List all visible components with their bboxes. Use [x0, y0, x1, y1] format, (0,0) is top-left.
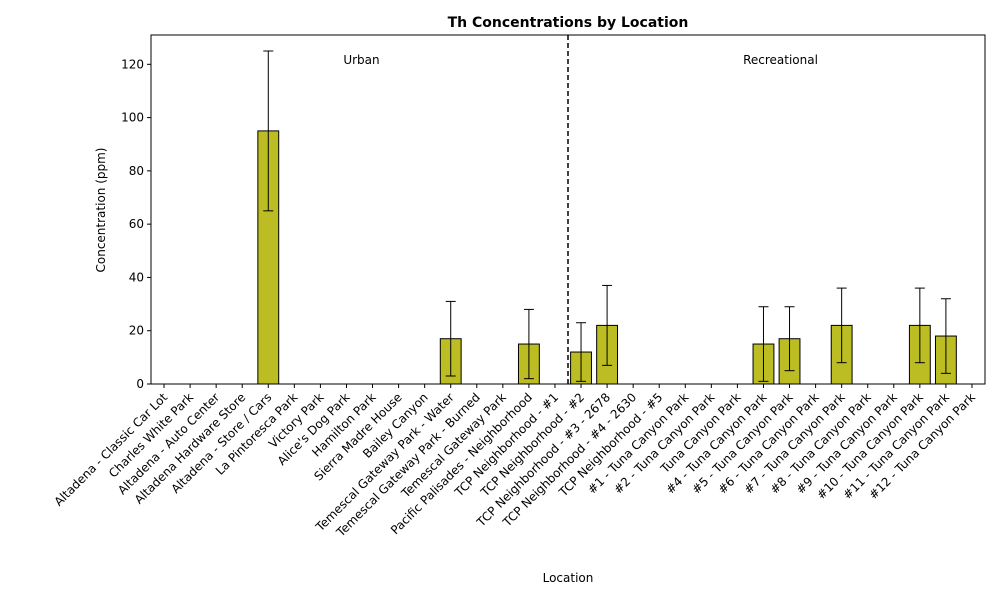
y-tick-label: 120 — [121, 57, 144, 71]
y-tick-label: 0 — [136, 377, 144, 391]
y-axis-label: Concentration (ppm) — [94, 148, 108, 273]
x-tick-label: Altadena - Auto Center — [115, 390, 222, 497]
y-tick-label: 40 — [129, 270, 144, 284]
y-tick-label: 20 — [129, 324, 144, 338]
group-label-recreational: Recreational — [743, 53, 818, 67]
chart-title: Th Concentrations by Location — [448, 15, 689, 31]
y-tick-label: 80 — [129, 164, 144, 178]
x-axis-label: Location — [543, 571, 594, 585]
plot-frame — [150, 34, 986, 385]
group-label-urban: Urban — [343, 53, 379, 67]
y-tick-label: 60 — [129, 217, 144, 231]
y-tick-label: 100 — [121, 111, 144, 125]
